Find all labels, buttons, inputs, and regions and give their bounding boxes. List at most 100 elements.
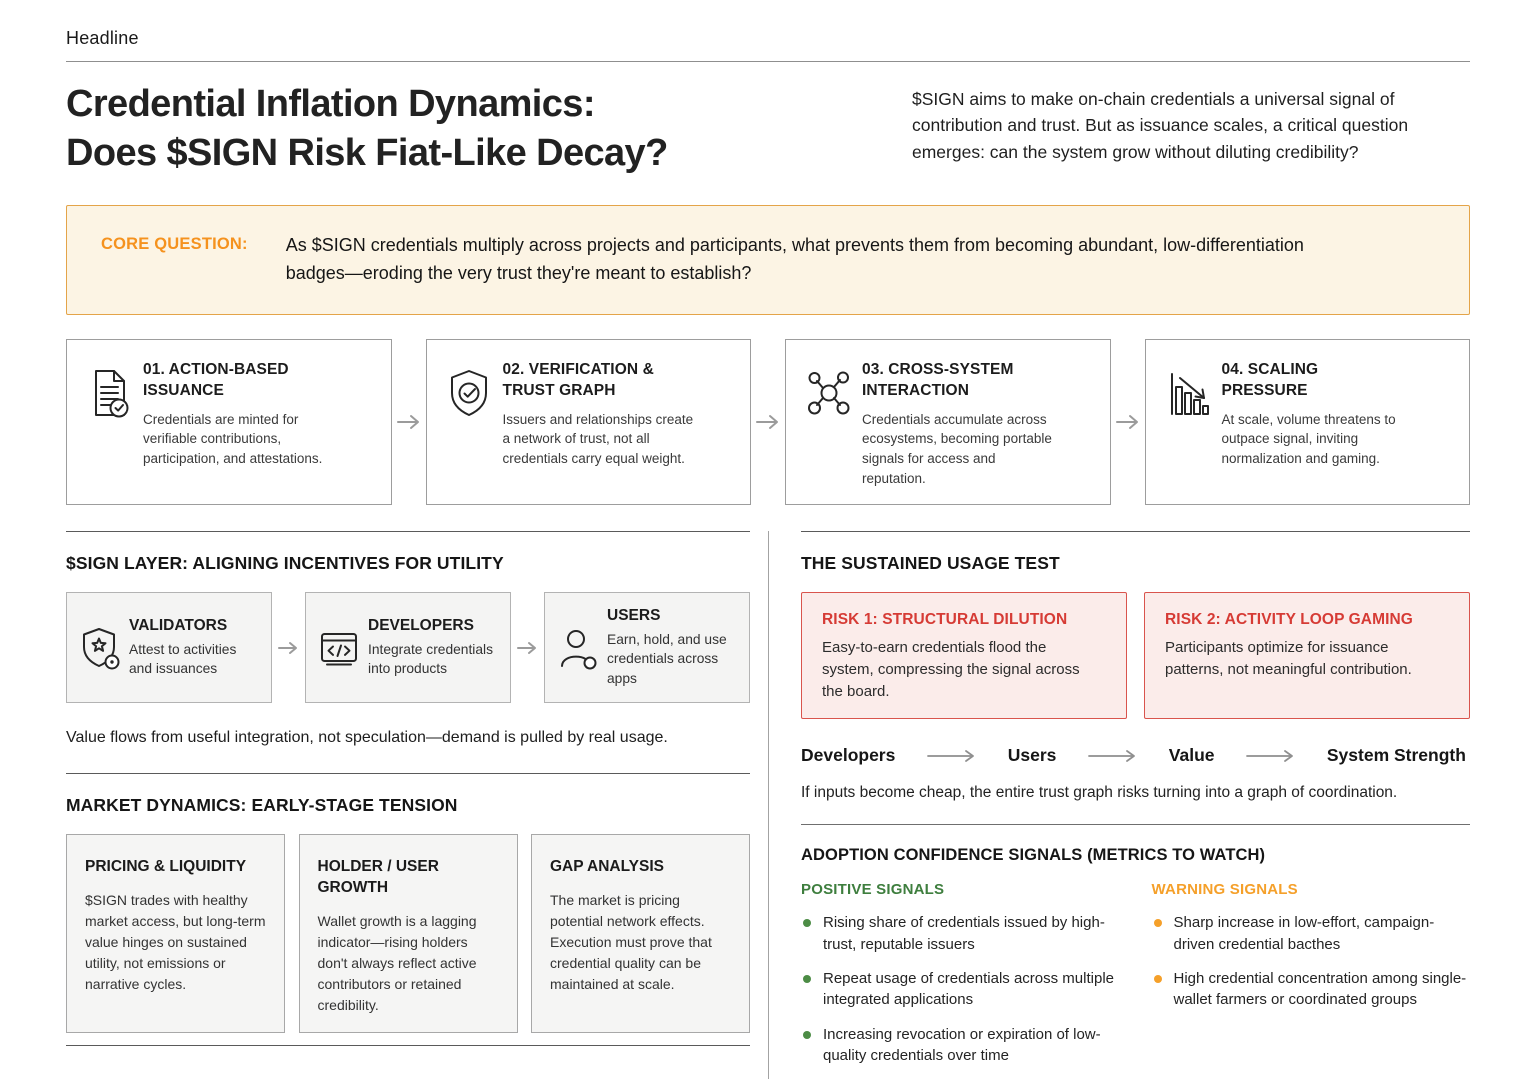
positive-signals-list: Rising share of credentials issued by hi… (801, 912, 1136, 1066)
market-card-pricing-liquidity: PRICING & LIQUIDITY $SIGN trades with he… (66, 834, 285, 1034)
document-check-icon (85, 366, 143, 488)
network-nodes-icon (804, 366, 862, 488)
list-item: High credential concentration among sing… (1152, 968, 1471, 1011)
long-arrow-icon (1245, 748, 1297, 764)
section-divider (66, 531, 750, 533)
usage-test-note: If inputs become cheap, the entire trust… (801, 784, 1398, 802)
flow-term: Users (1007, 745, 1057, 766)
market-card-holder-user-growth: HOLDER / USER GROWTH Wallet growth is a … (298, 834, 518, 1034)
flow-term: Value (1168, 745, 1215, 766)
left-column: $SIGN LAYER: ALIGNING INCENTIVES FOR UTI… (66, 531, 768, 1079)
risk-desc: Participants optimize for issuance patte… (1165, 639, 1412, 678)
step-desc: Credentials accumulate across ecosystems… (862, 411, 1052, 486)
user-icon (557, 625, 607, 671)
step-card-content: 02. VERIFICATION & TRUST GRAPH Issuers a… (503, 360, 703, 488)
bullet-dot-icon (1153, 919, 1162, 928)
step-title: 04. SCALING PRESSURE (1221, 361, 1319, 399)
risk-title: RISK 2: ACTIVITY LOOP GAMING (1165, 611, 1413, 629)
code-window-icon (318, 625, 368, 671)
signal-text: Repeat usage of credentials across multi… (823, 969, 1114, 1009)
section-divider (801, 531, 1470, 533)
signal-text: Sharp increase in low-effort, campaign-d… (1173, 914, 1435, 953)
signal-text: Increasing revocation or expiration of l… (823, 1025, 1101, 1064)
card-title: PRICING & LIQUIDITY (85, 858, 247, 876)
role-title: VALIDATORS (129, 616, 228, 634)
intro-paragraph: $SIGN aims to make on-chain credentials … (912, 89, 1409, 162)
core-question-label: CORE QUESTION: (101, 235, 248, 254)
role-desc: Integrate credentials into products (368, 641, 494, 677)
two-column-section: $SIGN LAYER: ALIGNING INCENTIVES FOR UTI… (66, 531, 1470, 1079)
role-card-users: USERS Earn, hold, and use credentials ac… (544, 592, 750, 704)
long-arrow-icon (1087, 748, 1139, 764)
step-card-action-based-issuance: 01. ACTION-BASED ISSUANCE Credentials ar… (66, 339, 392, 506)
positive-signals-column: POSITIVE SIGNALS Rising share of credent… (801, 881, 1136, 1079)
page-title-line2: Does $SIGN Risk Fiat-Like Decay? (66, 131, 668, 174)
step-title: 02. VERIFICATION & TRUST GRAPH (502, 361, 654, 399)
flow-term: Developers (801, 745, 896, 766)
roles-row: VALIDATORS Attest to activities and issu… (66, 592, 750, 704)
card-body: The market is pricing potential network … (550, 892, 712, 993)
card-title: HOLDER / USER GROWTH (317, 858, 439, 897)
issuance-flow-row: 01. ACTION-BASED ISSUANCE Credentials ar… (66, 339, 1470, 506)
declining-chart-icon (1164, 366, 1222, 488)
value-flow-chain: Developers Users Value (801, 745, 1470, 766)
list-item: Sharp increase in low-effort, campaign-d… (1152, 912, 1471, 955)
flow-arrow-icon (1111, 413, 1145, 431)
page-title: Credential Inflation Dynamics: Does $SIG… (66, 80, 668, 177)
sign-layer-heading: $SIGN LAYER: ALIGNING INCENTIVES FOR UTI… (66, 553, 504, 574)
flow-arrow-icon (751, 413, 785, 431)
headline-divider (66, 61, 1470, 62)
section-divider (801, 824, 1470, 826)
flow-arrow-icon (392, 413, 426, 431)
step-card-scaling-pressure: 04. SCALING PRESSURE At scale, volume th… (1144, 339, 1470, 506)
card-title: GAP ANALYSIS (550, 858, 664, 876)
right-column: THE SUSTAINED USAGE TEST RISK 1: STRUCTU… (768, 531, 1470, 1079)
shield-star-icon (79, 625, 129, 671)
signal-text: Rising share of credentials issued by hi… (823, 914, 1105, 953)
bullet-dot-icon (803, 1030, 811, 1039)
step-card-content: 04. SCALING PRESSURE At scale, volume th… (1222, 360, 1422, 488)
role-card-content: USERS Earn, hold, and use credentials ac… (607, 607, 741, 688)
sign-layer-note: Value flows from useful integration, not… (66, 729, 668, 747)
long-arrow-icon (926, 748, 978, 764)
adoption-signals-heading: ADOPTION CONFIDENCE SIGNALS (METRICS TO … (801, 846, 1266, 865)
warning-signals-list: Sharp increase in low-effort, campaign-d… (1152, 912, 1471, 1010)
core-question-banner: CORE QUESTION: As $SIGN credentials mult… (66, 205, 1470, 316)
risk-card-structural-dilution: RISK 1: STRUCTURAL DILUTION Easy-to-earn… (801, 592, 1127, 720)
role-card-content: VALIDATORS Attest to activities and issu… (129, 617, 263, 679)
list-item: Increasing revocation or expiration of l… (801, 1024, 1136, 1067)
step-card-verification-trust-graph: 02. VERIFICATION & TRUST GRAPH Issuers a… (425, 339, 751, 506)
signal-text: High credential concentration among sing… (1173, 969, 1467, 1009)
bullet-dot-icon (1153, 974, 1162, 983)
bullet-dot-icon (803, 919, 811, 928)
role-card-developers: DEVELOPERS Integrate credentials into pr… (305, 592, 511, 704)
flow-term: System Strength (1326, 745, 1466, 766)
risk-title: RISK 1: STRUCTURAL DILUTION (822, 611, 1068, 629)
warning-signals-heading: WARNING SIGNALS (1151, 881, 1298, 899)
usage-test-heading: THE SUSTAINED USAGE TEST (801, 553, 1060, 574)
step-desc: Issuers and relationships create a netwo… (502, 411, 694, 466)
market-dynamics-heading: MARKET DYNAMICS: EARLY-STAGE TENSION (66, 795, 458, 816)
risk-card-activity-loop-gaming: RISK 2: ACTIVITY LOOP GAMING Participant… (1144, 592, 1470, 720)
section-divider (66, 773, 750, 775)
market-card-gap-analysis: GAP ANALYSIS The market is pricing poten… (531, 834, 750, 1034)
step-card-cross-system-interaction: 03. CROSS-SYSTEM INTERACTION Credentials… (785, 339, 1111, 506)
role-desc: Attest to activities and issuances (129, 641, 237, 677)
card-body: Wallet growth is a lagging indicator—ris… (317, 913, 477, 1014)
role-card-validators: VALIDATORS Attest to activities and issu… (66, 592, 272, 704)
flow-arrow-icon (274, 640, 304, 656)
risks-row: RISK 1: STRUCTURAL DILUTION Easy-to-earn… (801, 592, 1470, 720)
list-item: Repeat usage of credentials across multi… (801, 968, 1136, 1011)
core-question-text: As $SIGN credentials multiply across pro… (285, 235, 1304, 284)
market-cards-row: PRICING & LIQUIDITY $SIGN trades with he… (66, 834, 750, 1034)
section-divider (66, 1045, 750, 1047)
title-row: Credential Inflation Dynamics: Does $SIG… (66, 80, 1470, 177)
role-title: USERS (607, 607, 661, 625)
step-title: 01. ACTION-BASED ISSUANCE (143, 361, 289, 399)
risk-desc: Easy-to-earn credentials flood the syste… (822, 639, 1080, 700)
flow-arrow-icon (513, 640, 543, 656)
role-title: DEVELOPERS (368, 616, 474, 634)
step-desc: Credentials are minted for verifiable co… (143, 411, 323, 466)
step-title: 03. CROSS-SYSTEM INTERACTION (862, 361, 1014, 399)
signals-columns: POSITIVE SIGNALS Rising share of credent… (801, 881, 1470, 1079)
